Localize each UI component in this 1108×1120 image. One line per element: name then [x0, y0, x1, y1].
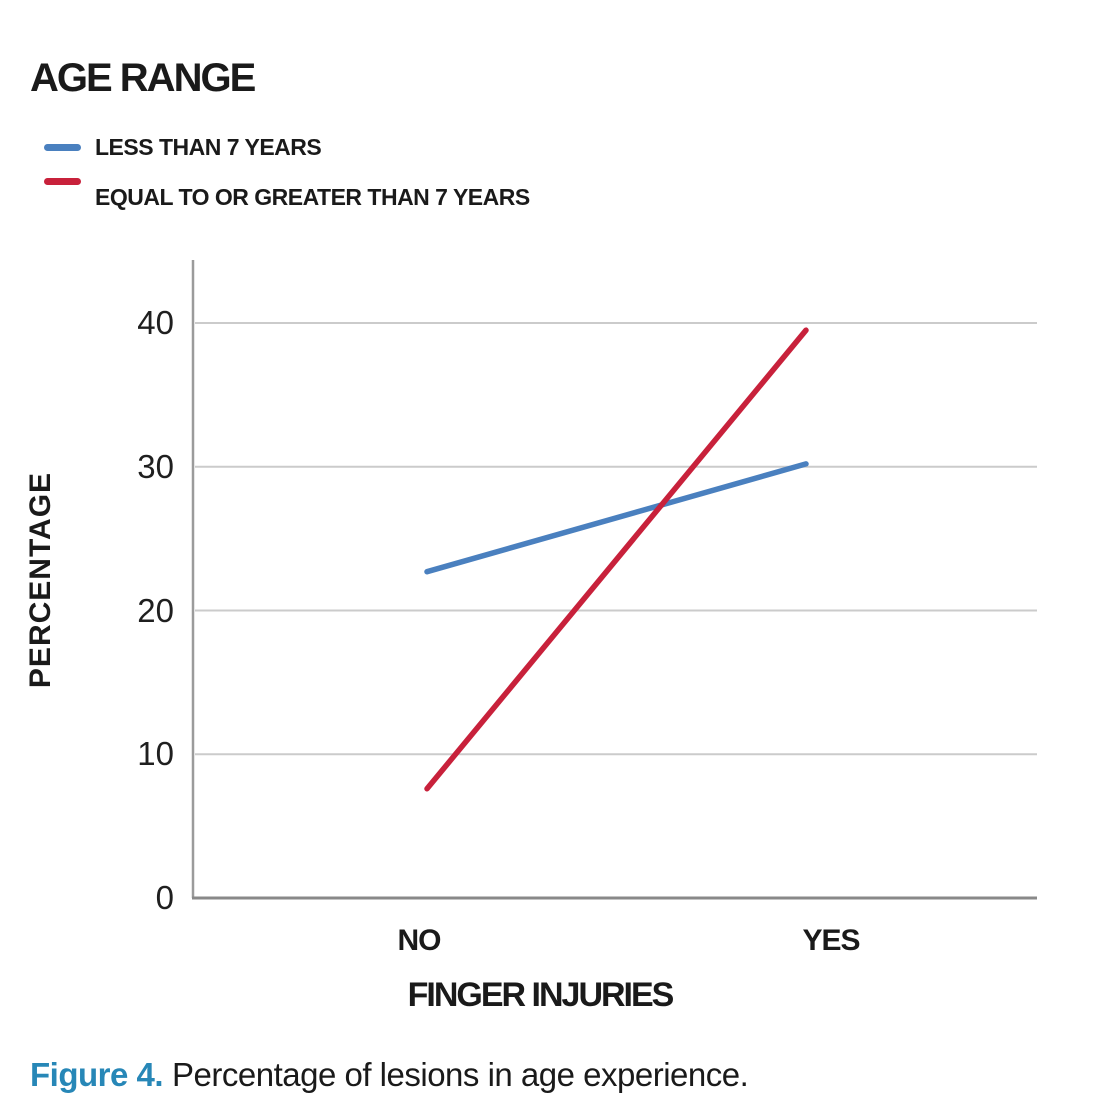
x-category-label-yes: YES: [802, 924, 860, 957]
legend-swatch-equal-or-greater-7-years: [44, 178, 81, 185]
y-tick-label-30: 30: [137, 447, 174, 485]
legend-title: AGE RANGE: [30, 56, 256, 100]
y-tick-label-20: 20: [137, 591, 174, 629]
y-tick-label-0: 0: [155, 879, 174, 916]
series-line-equal-or-greater-7-years: [424, 327, 809, 792]
legend-label-equal-or-greater-7-years: EQUAL TO OR GREATER THAN 7 YEARS: [95, 184, 530, 210]
y-tick-label-10: 10: [137, 735, 174, 773]
y-tick-label-40: 40: [137, 304, 174, 341]
figure-caption-label: Figure 4.: [30, 1056, 164, 1093]
figure-caption: Figure 4. Percentage of lesions in age ex…: [30, 1056, 1080, 1094]
legend-label-less-than-7-years: LESS THAN 7 YEARS: [95, 134, 322, 160]
x-axis-title: FINGER INJURIES: [407, 976, 675, 1014]
y-axis-title: PERCENTAGE: [24, 471, 57, 689]
figure-caption-text: Percentage of lesions in age experience.: [172, 1056, 749, 1093]
series-line-less-than-7-years: [424, 461, 809, 575]
x-category-label-no: NO: [397, 924, 442, 957]
legend-swatch-less-than-7-years: [44, 144, 81, 151]
